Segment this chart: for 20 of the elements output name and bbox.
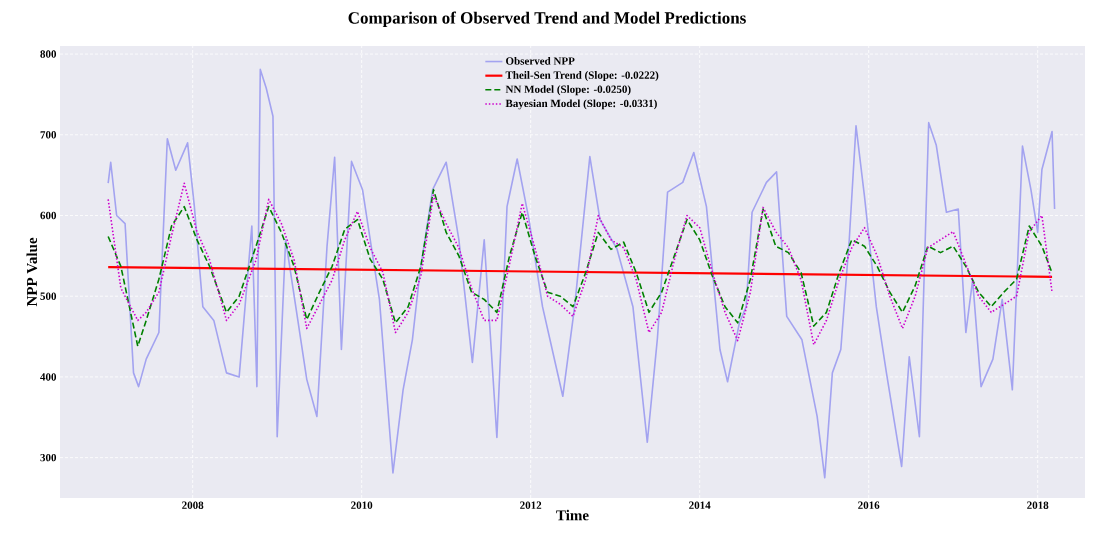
line-series [107, 68, 1056, 479]
x-tick-label: 2018 [1027, 501, 1049, 509]
x-tick-label: 2012 [520, 501, 542, 509]
y-axis-title: NPP Value [26, 237, 38, 307]
y-tick-label: 500 [40, 292, 57, 300]
legend-label: Bayesian Model (Slope: -0.0331) [505, 99, 657, 110]
y-tick-label: 300 [40, 453, 57, 462]
x-tick-label: 2016 [858, 501, 880, 509]
x-tick-label: 2010 [351, 501, 373, 509]
x-tick-label: 2014 [689, 501, 711, 509]
y-tick-label: 800 [40, 50, 57, 58]
chart-title: Comparison of Observed Trend and Model Predictions [348, 11, 746, 28]
x-axis-title: Time [556, 509, 589, 521]
legend-label: NN Model (Slope: -0.0250) [505, 85, 631, 96]
legend-label: Observed NPP [506, 56, 575, 65]
y-tick-label: 700 [40, 131, 57, 139]
legend-label: Theil-Sen Trend (Slope: -0.0222) [505, 71, 659, 82]
x-tick-label: 2008 [182, 501, 204, 509]
y-tick-label: 400 [40, 373, 57, 381]
y-tick-label: 600 [40, 211, 57, 220]
